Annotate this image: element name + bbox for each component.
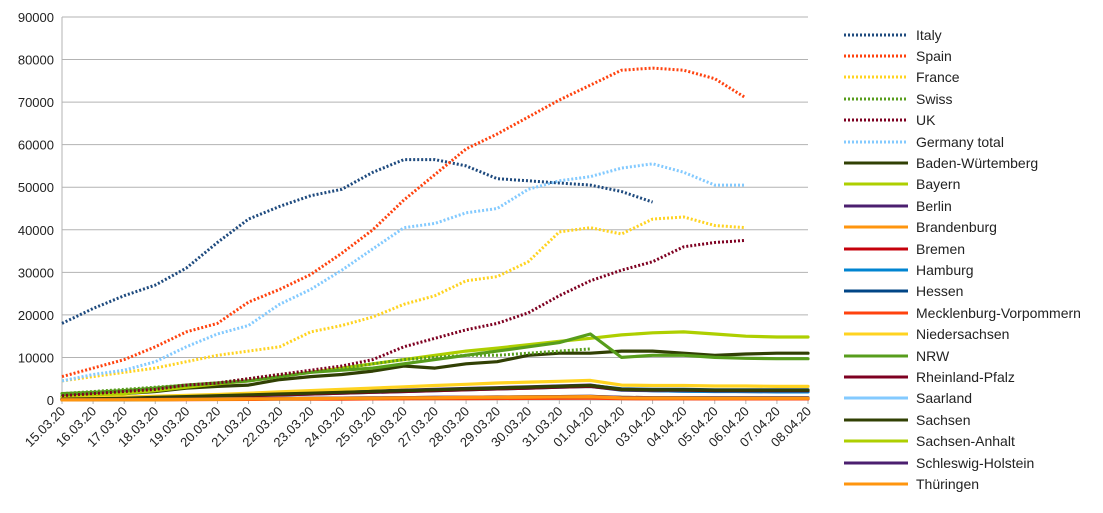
legend-label: NRW <box>916 347 950 364</box>
y-tick-label: 80000 <box>18 53 54 68</box>
legend-swatch <box>844 54 908 58</box>
legend-swatch <box>844 311 908 315</box>
series-line-bayern <box>60 330 810 399</box>
legend-swatch <box>844 182 908 186</box>
legend-label: Bayern <box>916 176 961 193</box>
legend-label: Swiss <box>916 90 953 107</box>
y-tick-label: 40000 <box>18 223 54 238</box>
y-axis: 0 10000 20000 30000 40000 50000 60000 70000 8000… <box>18 10 63 408</box>
legend-item: Berlin <box>842 195 1081 216</box>
legend-label: Spain <box>916 48 952 65</box>
legend-label: UK <box>916 112 936 129</box>
legend-swatch <box>844 289 908 293</box>
y-tick-label: 0 <box>47 393 54 408</box>
legend-item: Schleswig-Holstein <box>842 452 1081 473</box>
legend-item: Mecklenburg-Vorpommern <box>842 302 1081 323</box>
legend-item: Saarland <box>842 388 1081 409</box>
legend-swatch <box>844 375 908 379</box>
series-line-italy <box>61 158 654 325</box>
legend-label: Rheinland-Pfalz <box>916 368 1015 385</box>
legend-label: France <box>916 69 960 86</box>
legend-label: Schleswig-Holstein <box>916 454 1035 471</box>
y-tick-label: 50000 <box>18 180 54 195</box>
legend-swatch <box>844 268 908 272</box>
legend-item: Spain <box>842 45 1081 66</box>
y-tick-label: 60000 <box>18 138 54 153</box>
legend-label: Hessen <box>916 283 964 300</box>
legend-item: NRW <box>842 345 1081 366</box>
legend-swatch <box>844 247 908 251</box>
legend-item: Niedersachsen <box>842 323 1081 344</box>
series-line-uk <box>61 238 746 398</box>
series-line-sachsen <box>60 383 810 401</box>
legend-item: Bayern <box>842 174 1081 195</box>
legend-label: Saarland <box>916 390 973 407</box>
y-tick-label: 30000 <box>18 265 54 280</box>
legend-swatch <box>844 332 908 336</box>
legend-label: Mecklenburg-Vorpommern <box>916 304 1081 321</box>
grid-lines <box>62 16 808 401</box>
legend-swatch <box>844 418 908 422</box>
y-tick-label: 10000 <box>18 350 54 365</box>
x-axis: 15.03.2016.03.2017.03.2018.03.2019.03.20… <box>22 400 814 450</box>
legend-swatch <box>844 439 908 443</box>
legend-label: Hamburg <box>916 261 974 278</box>
y-tick-label: 90000 <box>18 10 54 25</box>
legend-item: Hamburg <box>842 259 1081 280</box>
plot-area <box>60 66 810 402</box>
legend: Italy Spain France Swiss UK Germany total Bade… <box>842 24 1081 495</box>
legend-swatch <box>844 354 908 358</box>
series-line-spain <box>61 66 747 379</box>
legend-item: Bremen <box>842 238 1081 259</box>
legend-label: Baden-Würtemberg <box>916 155 1039 172</box>
legend-swatch <box>844 461 908 464</box>
y-tick-label: 20000 <box>18 308 54 323</box>
y-tick-label: 70000 <box>18 95 54 110</box>
legend-item: Hessen <box>842 281 1081 302</box>
legend-swatch <box>844 482 908 486</box>
legend-item: Swiss <box>842 88 1081 109</box>
legend-label: Niedersachsen <box>916 326 1010 343</box>
legend-label: Brandenburg <box>916 219 997 236</box>
legend-label: Sachsen <box>916 411 971 428</box>
legend-item: UK <box>842 110 1081 131</box>
series-line-th-ringen <box>60 395 810 402</box>
legend-item: Sachsen <box>842 409 1081 430</box>
legend-item: Germany total <box>842 131 1081 152</box>
legend-label: Sachsen-Anhalt <box>916 433 1015 450</box>
legend-label: Bremen <box>916 240 966 257</box>
legend-label: Germany total <box>916 133 1004 150</box>
legend-swatch <box>844 396 908 400</box>
legend-item: Sachsen-Anhalt <box>842 430 1081 451</box>
legend-swatch <box>844 140 908 144</box>
legend-swatch <box>844 118 908 122</box>
legend-swatch <box>844 75 908 79</box>
legend-item: Italy <box>842 24 1081 45</box>
legend-swatch <box>844 97 908 101</box>
legend-item: France <box>842 67 1081 88</box>
legend-label: Berlin <box>916 197 952 214</box>
legend-swatch <box>844 33 908 37</box>
legend-swatch <box>844 225 908 229</box>
legend-swatch <box>844 204 908 208</box>
legend-item: Rheinland-Pfalz <box>842 366 1081 387</box>
legend-label: Thüringen <box>916 475 980 492</box>
legend-label: Italy <box>916 26 942 43</box>
legend-item: Baden-Würtemberg <box>842 152 1081 173</box>
legend-item: Thüringen <box>842 473 1081 494</box>
series-line-france <box>61 215 746 383</box>
legend-item: Brandenburg <box>842 217 1081 238</box>
series-line-swiss <box>61 347 591 396</box>
legend-swatch <box>844 161 908 165</box>
